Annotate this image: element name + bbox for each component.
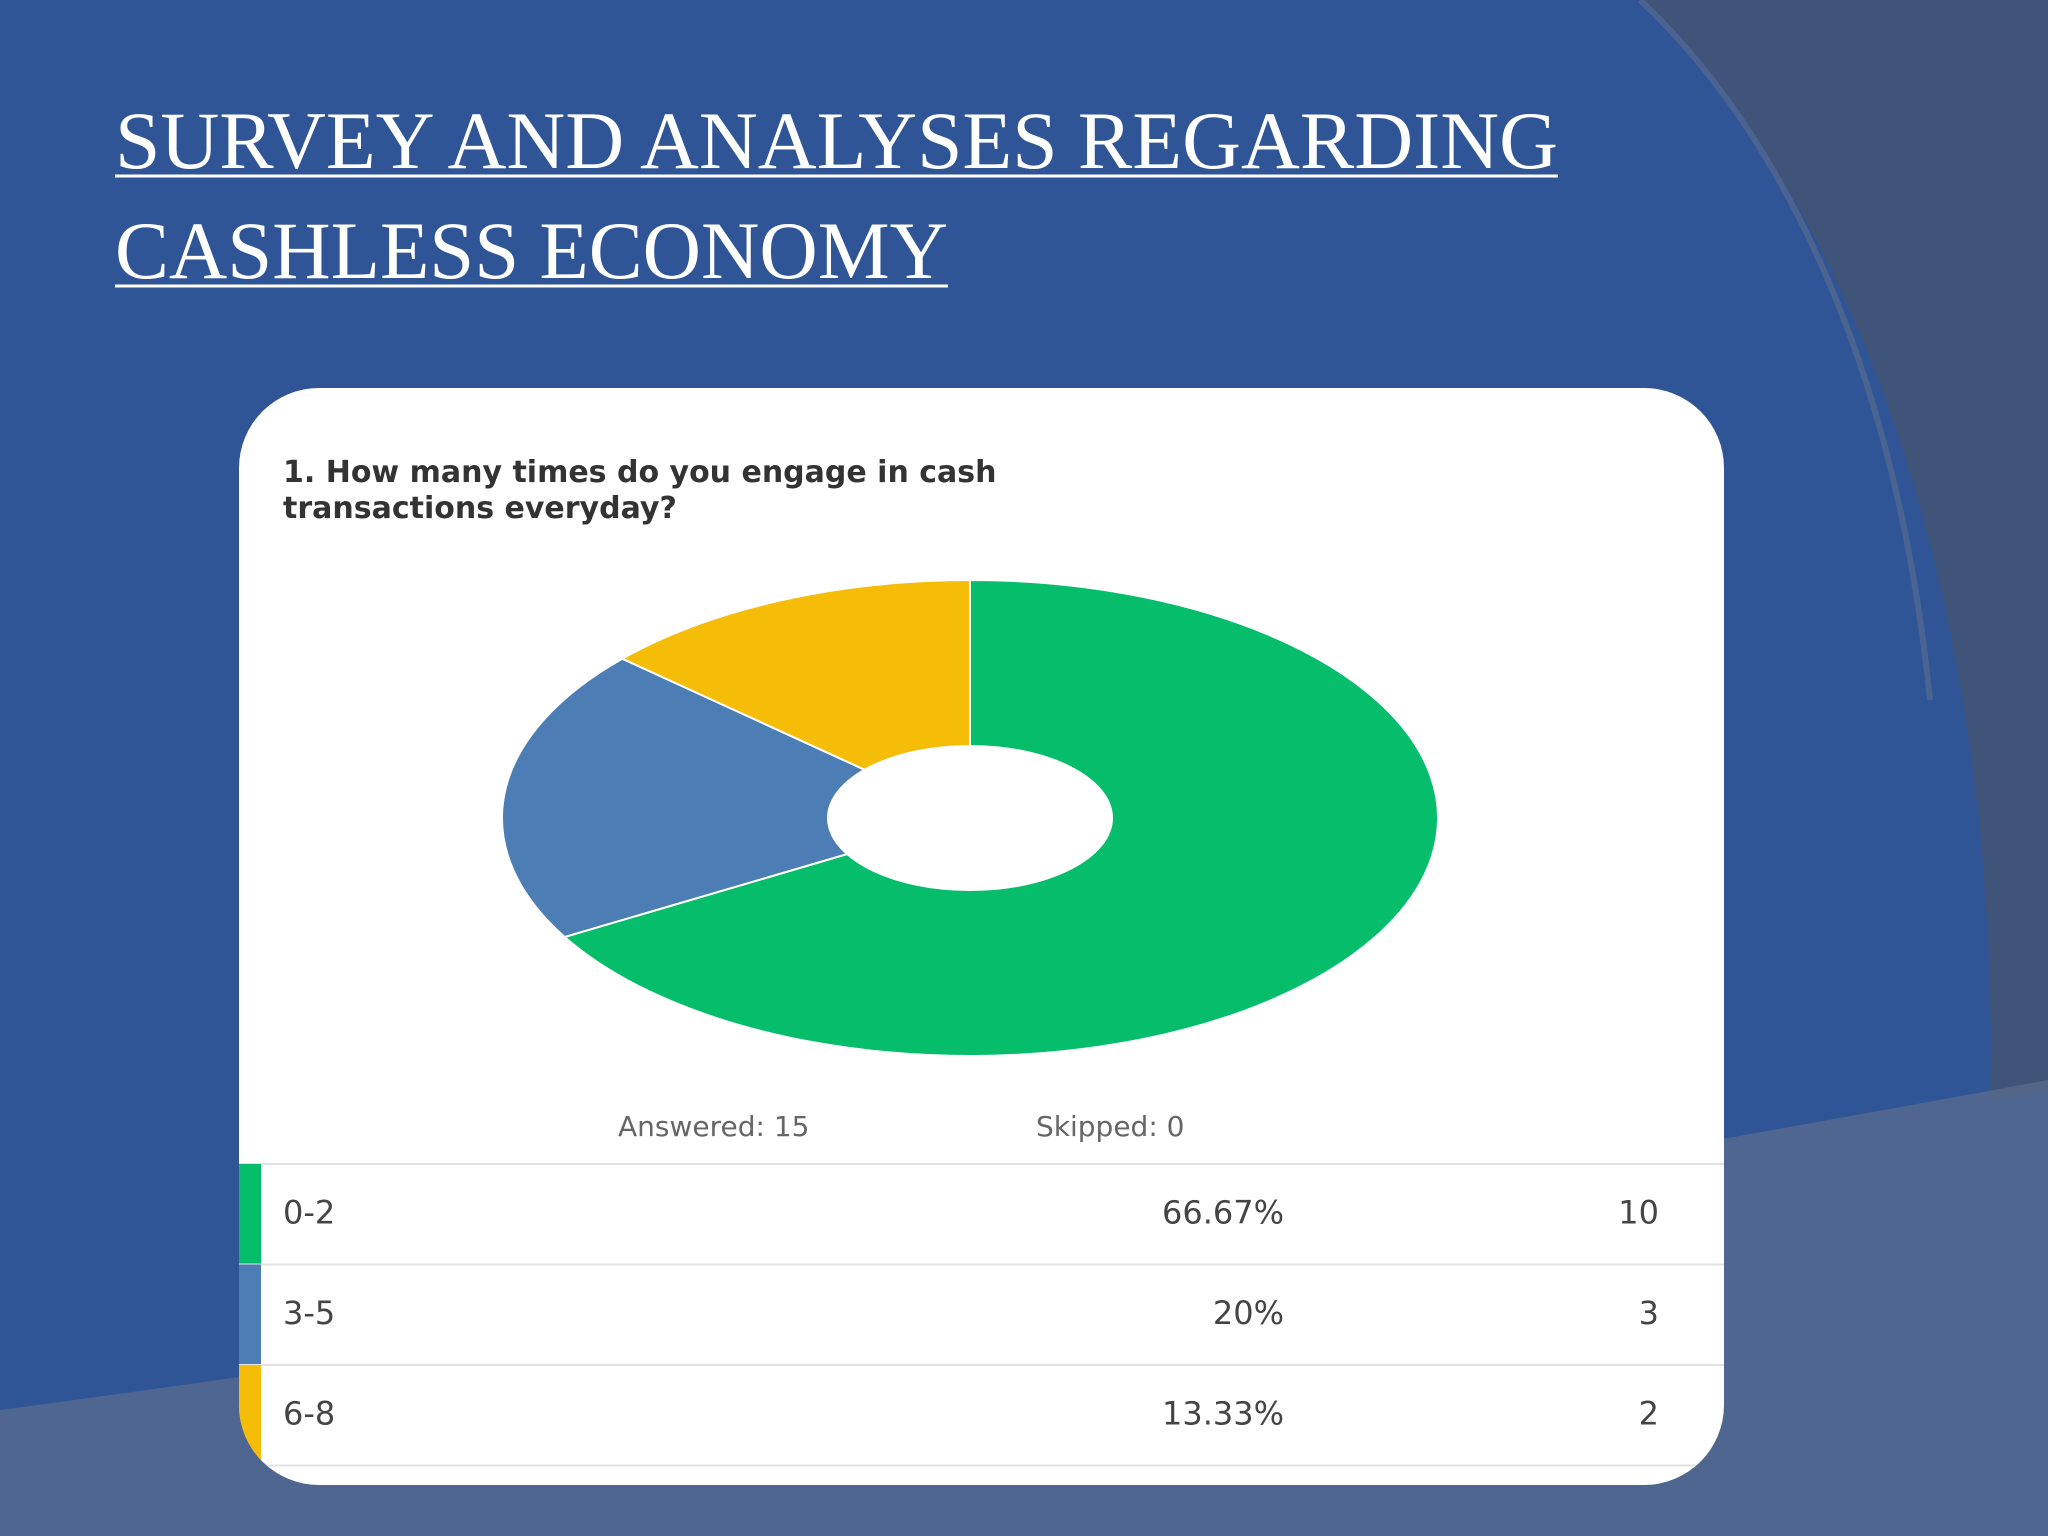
row-percent: 13.33% — [1162, 1394, 1284, 1432]
row-count: 2 — [1639, 1394, 1659, 1432]
row-percent: 66.67% — [1162, 1193, 1284, 1231]
row-count: 3 — [1639, 1294, 1659, 1332]
pie-slice — [501, 657, 973, 939]
row-count: 10 — [1618, 1193, 1659, 1231]
slide-title: CASHLESS ECONOMY — [115, 205, 948, 296]
question: 1. How many times do you engage in cash — [283, 455, 997, 490]
question: transactions everyday? — [283, 491, 677, 526]
row-label: 3-5 — [283, 1294, 335, 1332]
row-label: 6-8 — [283, 1394, 335, 1432]
donut-hole — [827, 745, 1113, 891]
answered: Answered: 15 — [618, 1110, 809, 1143]
row-color — [239, 1264, 261, 1365]
decor-line — [1637, 0, 1933, 701]
slide-title: SURVEY AND ANALYSES REGARDING — [115, 95, 1558, 186]
row-label: 0-2 — [283, 1193, 335, 1231]
decor-arc — [1640, 0, 2048, 1100]
card: 1. How many times do you engage in cash … — [239, 388, 1724, 1485]
skipped: Skipped: 0 — [1036, 1110, 1184, 1143]
row-percent: 20% — [1213, 1294, 1284, 1332]
row-color — [239, 1164, 261, 1265]
pie-slice — [620, 578, 971, 820]
